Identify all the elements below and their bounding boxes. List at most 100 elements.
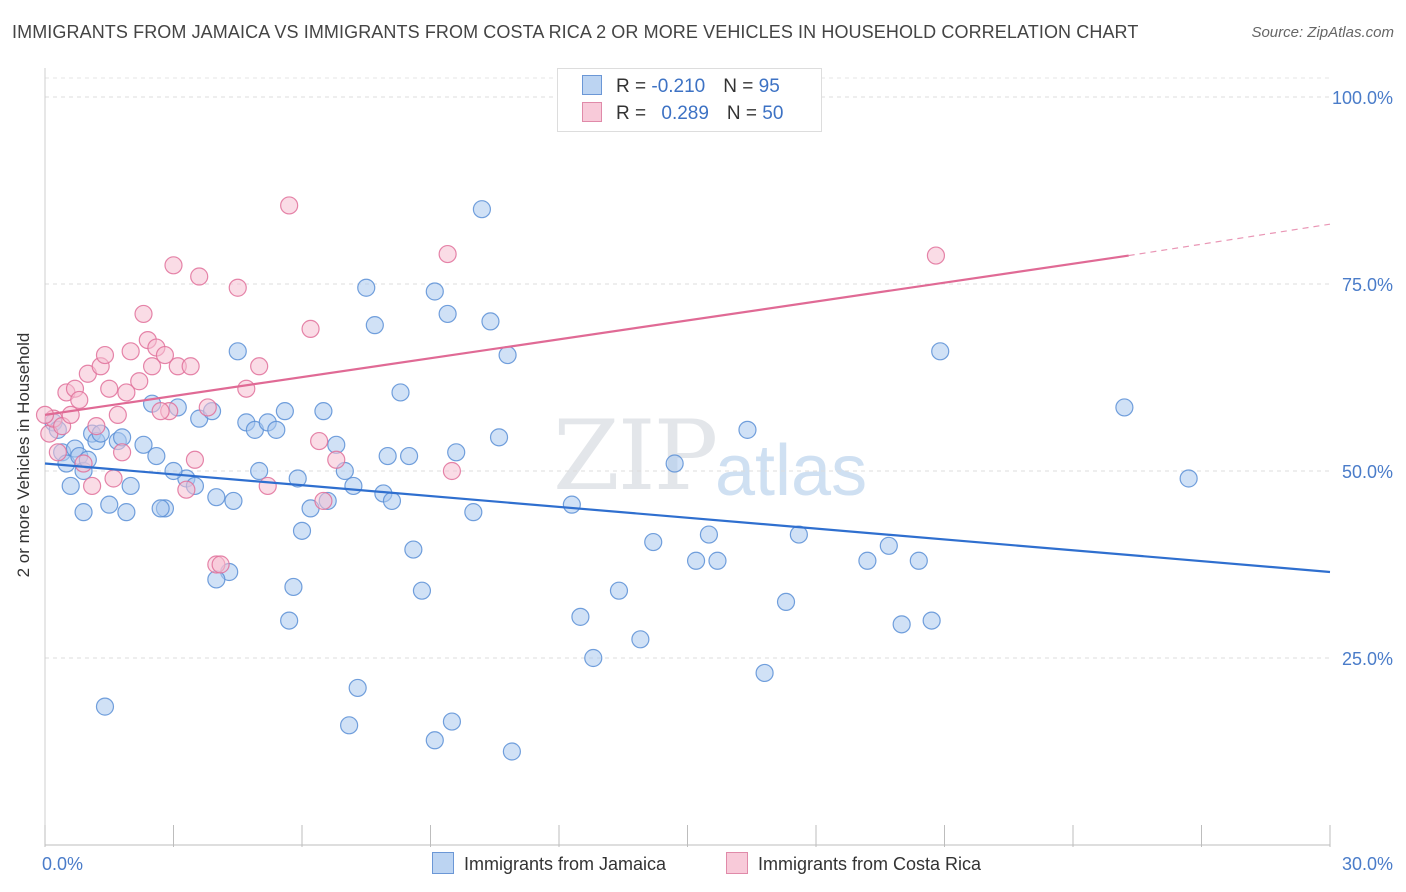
jamaica-legend-swatch bbox=[432, 852, 454, 874]
jamaica-point bbox=[931, 342, 950, 361]
costa-rica-point bbox=[926, 246, 946, 265]
jamaica-point bbox=[464, 503, 483, 522]
costa-rica-swatch bbox=[582, 102, 602, 122]
jamaica-point bbox=[224, 491, 243, 511]
y-tick-label: 100.0% bbox=[1332, 88, 1393, 108]
jamaica-point bbox=[584, 648, 603, 668]
jamaica-point bbox=[892, 615, 911, 634]
r-label: R = bbox=[616, 76, 652, 97]
jamaica-point bbox=[151, 499, 170, 518]
n-value: 50 bbox=[762, 103, 784, 124]
jamaica-point bbox=[228, 342, 247, 361]
jamaica-point bbox=[502, 742, 521, 761]
costa-rica-point bbox=[95, 345, 115, 365]
jamaica-point bbox=[280, 611, 299, 630]
r-value: -0.210 bbox=[651, 76, 706, 97]
correlation-legend: R = -0.210 N = 95 R = 0.289 N = 50 bbox=[557, 68, 822, 132]
jamaica-point bbox=[498, 345, 517, 365]
n-label: N = bbox=[723, 76, 759, 97]
legend-row-costa-rica: R = 0.289 N = 50 bbox=[582, 102, 783, 126]
jamaica-point bbox=[399, 446, 419, 466]
costa-rica-point bbox=[314, 491, 333, 511]
costa-rica-point bbox=[74, 454, 93, 473]
jamaica-point bbox=[344, 476, 363, 496]
jamaica-point bbox=[348, 678, 367, 698]
bottom-legend-costa-rica: Immigrants from Costa Rica bbox=[726, 852, 981, 875]
costa-rica-point bbox=[112, 443, 132, 462]
costa-rica-point bbox=[104, 469, 123, 488]
costa-rica-point bbox=[48, 443, 67, 462]
jamaica-point bbox=[1115, 398, 1134, 417]
jamaica-point bbox=[391, 383, 410, 402]
costa-rica-point bbox=[70, 390, 89, 410]
jamaica-point bbox=[117, 503, 136, 522]
costa-rica-point bbox=[100, 379, 119, 398]
costa-rica-point bbox=[310, 431, 329, 451]
costa-rica-point bbox=[134, 304, 153, 324]
legend-label-costa-rica: Immigrants from Costa Rica bbox=[758, 854, 982, 874]
jamaica-point bbox=[147, 446, 166, 466]
jamaica-point bbox=[100, 495, 119, 514]
jamaica-point bbox=[442, 712, 462, 731]
jamaica-point bbox=[74, 503, 93, 522]
watermark-zip: ZIP bbox=[553, 400, 718, 512]
jamaica-point bbox=[382, 491, 402, 511]
costa-rica-point bbox=[442, 461, 462, 481]
jamaica-point bbox=[275, 402, 294, 421]
jamaica-point bbox=[378, 446, 397, 466]
source-credit: Source: ZipAtlas.com bbox=[1251, 24, 1394, 41]
jamaica-point bbox=[292, 521, 312, 540]
jamaica-point bbox=[699, 525, 719, 544]
jamaica-point bbox=[1179, 469, 1198, 488]
costa-rica-legend-swatch bbox=[726, 852, 748, 874]
jamaica-point bbox=[489, 428, 509, 447]
r-label: R = bbox=[616, 103, 652, 124]
costa-rica-point bbox=[228, 278, 247, 297]
jamaica-swatch bbox=[582, 75, 602, 95]
jamaica-point bbox=[738, 420, 757, 439]
jamaica-trend-line bbox=[44, 462, 1331, 574]
costa-rica-point bbox=[190, 267, 209, 286]
bottom-legend-jamaica: Immigrants from Jamaica bbox=[432, 852, 666, 875]
costa-rica-point bbox=[211, 555, 230, 574]
legend-row-jamaica: R = -0.210 N = 95 bbox=[582, 75, 780, 99]
costa-rica-point bbox=[237, 379, 256, 398]
jamaica-point bbox=[425, 282, 444, 301]
y-tick-label: 25.0% bbox=[1342, 649, 1393, 669]
jamaica-point bbox=[571, 607, 590, 626]
costa-rica-trend-line bbox=[44, 254, 1129, 416]
costa-rica-point bbox=[121, 342, 140, 361]
jamaica-point bbox=[922, 611, 941, 630]
costa-rica-point bbox=[61, 405, 80, 424]
costa-rica-point bbox=[177, 480, 196, 499]
jamaica-point bbox=[665, 454, 684, 473]
jamaica-point bbox=[879, 536, 898, 555]
jamaica-point bbox=[562, 495, 581, 514]
jamaica-point bbox=[447, 443, 466, 462]
costa-rica-point bbox=[87, 417, 106, 436]
jamaica-point bbox=[481, 312, 500, 331]
costa-rica-point bbox=[155, 345, 175, 365]
costa-rica-point bbox=[280, 196, 299, 215]
jamaica-point bbox=[755, 663, 774, 683]
costa-rica-point bbox=[117, 383, 136, 402]
jamaica-point bbox=[365, 316, 384, 335]
jamaica-point bbox=[121, 476, 140, 496]
jamaica-point bbox=[340, 716, 359, 735]
r-value: 0.289 bbox=[661, 103, 709, 124]
costa-rica-point bbox=[130, 372, 149, 391]
jamaica-point bbox=[644, 532, 663, 552]
costa-rica-point bbox=[258, 476, 277, 496]
jamaica-point bbox=[472, 200, 491, 219]
jamaica-point bbox=[357, 278, 376, 297]
costa-rica-point bbox=[151, 402, 170, 421]
y-tick-label: 75.0% bbox=[1342, 275, 1393, 295]
costa-rica-point bbox=[108, 405, 127, 424]
jamaica-point bbox=[134, 435, 153, 454]
jamaica-point bbox=[425, 731, 444, 750]
n-value: 95 bbox=[758, 76, 780, 97]
costa-rica-point bbox=[198, 398, 217, 417]
costa-rica-point bbox=[185, 450, 205, 469]
jamaica-point bbox=[858, 551, 877, 570]
